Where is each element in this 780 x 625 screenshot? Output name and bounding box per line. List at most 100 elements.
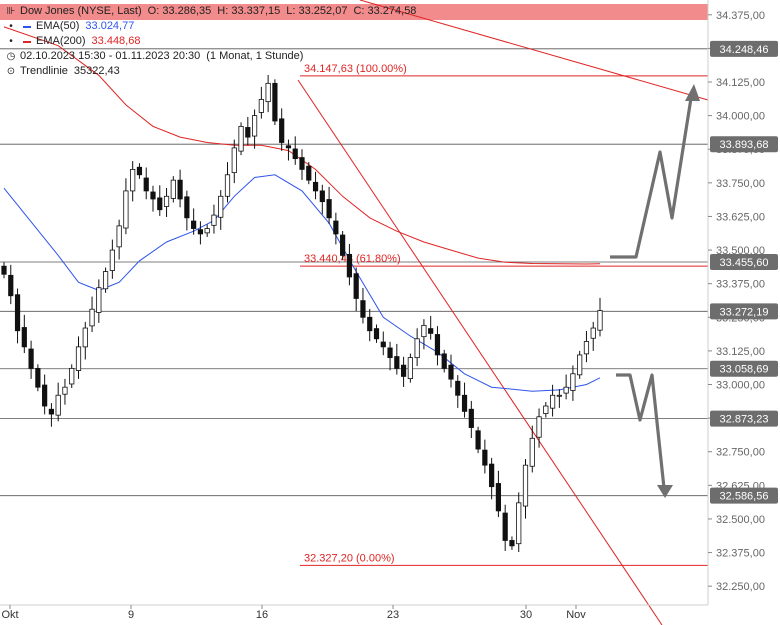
- candle-body: [400, 364, 407, 377]
- candle-body: [224, 174, 231, 197]
- candle-body: [109, 249, 115, 271]
- bull-scenario-arrow: [610, 91, 694, 259]
- close-value: C: 33.274,58: [353, 5, 417, 17]
- trendline-value: 35322,43: [73, 65, 120, 77]
- candle-body: [502, 512, 508, 541]
- x-tick-label: 23: [387, 609, 399, 621]
- candle-body: [265, 82, 271, 103]
- fibonacci-levels: 34.147,63 (100.00%) 33.440,43 (61.80%) 32.…: [300, 63, 708, 566]
- candle-body: [509, 540, 515, 547]
- candle-body: [69, 367, 75, 385]
- candle-body: [123, 190, 129, 229]
- candle-body: [468, 408, 474, 428]
- bar-chart-icon: ⊪: [6, 6, 16, 17]
- candle-body: [163, 195, 170, 207]
- candle-body: [428, 328, 434, 334]
- candle-body: [482, 449, 488, 466]
- candle-body: [577, 354, 583, 376]
- ema200-swatch: [23, 40, 31, 43]
- candle-body: [597, 310, 603, 331]
- scenario-arrows: [610, 84, 700, 498]
- candle-body: [556, 394, 562, 397]
- candle-body: [170, 179, 176, 199]
- price-axis: 34.375,0034.250,0034.125,0034.000,0033.8…: [707, 0, 778, 605]
- period-text: (1 Monat, 1 Stunde): [206, 50, 304, 62]
- candle-body: [461, 394, 468, 412]
- candle-body: [353, 273, 359, 299]
- ema-lines: [3, 26, 601, 392]
- price-level-badge: [710, 40, 778, 57]
- ema50-line: [3, 174, 601, 392]
- y-tick-label: 33.750,00: [716, 178, 765, 190]
- candle-body: [414, 338, 420, 359]
- ema50-row: • EMA(50) 33.024,77: [4, 19, 416, 34]
- candle-body: [421, 324, 427, 338]
- candle-body: [218, 195, 224, 218]
- candle-body: [251, 115, 258, 137]
- candle-body: [529, 437, 535, 467]
- y-tick-label: 33.500,00: [716, 245, 765, 257]
- fib-level-label: 32.327,20 (0.00%): [304, 552, 395, 564]
- trendlines: [297, 0, 709, 625]
- dot-icon: •: [9, 36, 13, 47]
- candle-body: [55, 394, 61, 416]
- y-tick-label: 34.000,00: [716, 111, 765, 123]
- bear-scenario-arrow: [616, 373, 666, 489]
- trend-row: ⊙ Trendlinie 35322,43: [4, 64, 416, 79]
- ema50-value: 33.024,77: [85, 20, 135, 32]
- price-level-badge: [710, 410, 778, 427]
- candle-body: [89, 308, 95, 327]
- candle-body: [306, 165, 312, 181]
- candle-body: [96, 287, 102, 313]
- candle-body: [333, 220, 339, 235]
- target-icon: ⊙: [6, 66, 16, 77]
- candle-body: [177, 179, 183, 200]
- candle-body: [536, 416, 542, 438]
- y-tick-label: 32.500,00: [716, 514, 765, 526]
- price-level-badge: [710, 360, 778, 377]
- price-level-label: 33.058,69: [720, 364, 769, 376]
- y-tick-label: 32.375,00: [716, 548, 765, 560]
- candle-body: [82, 327, 88, 348]
- trendline-label: Trendlinie: [20, 65, 68, 77]
- y-tick-label: 33.375,00: [716, 279, 765, 291]
- candle-body: [407, 357, 413, 379]
- price-level-badge: [710, 136, 778, 153]
- ema200-value: 33.448,68: [91, 35, 141, 47]
- candle-body: [211, 214, 217, 226]
- candle-body: [75, 346, 82, 371]
- candle-body: [360, 300, 366, 318]
- candle-body: [184, 196, 190, 219]
- clock-icon: ◷: [6, 51, 16, 62]
- range-row: ◷ 02.10.2023 15:30 - 01.11.2023 20:30 (1…: [4, 49, 416, 64]
- low-value: L: 33.252,07: [286, 5, 348, 17]
- candle-body: [346, 253, 353, 278]
- candle-body: [455, 380, 461, 396]
- candle-body: [367, 316, 373, 332]
- candle-body: [448, 364, 454, 380]
- ema200-line: [3, 26, 601, 265]
- price-level-badge: [710, 487, 778, 504]
- candle-body: [245, 127, 251, 138]
- candle-body: [292, 148, 298, 160]
- price-level-label: 32.586,56: [720, 491, 769, 503]
- candle-body: [62, 386, 68, 395]
- ema200-label: EMA(200): [36, 35, 86, 47]
- y-tick-label: 34.125,00: [716, 77, 765, 89]
- y-tick-label: 34.375,00: [716, 10, 765, 22]
- candle-body: [231, 147, 237, 174]
- long-trendline: [359, 0, 709, 101]
- candle-body: [157, 197, 163, 211]
- candle-body: [516, 502, 522, 545]
- price-level-label: 33.893,68: [720, 139, 769, 151]
- ema50-label: EMA(50): [36, 20, 80, 32]
- candle-body: [42, 384, 48, 407]
- candle-body: [441, 353, 447, 369]
- chart-legend: ⊪ Dow Jones (NYSE, Last) O: 33.286,35 H:…: [4, 4, 417, 79]
- candle-body: [495, 483, 502, 512]
- candle-body: [272, 82, 278, 122]
- candle-body: [238, 125, 244, 152]
- candle-body: [394, 356, 400, 369]
- candle-body: [279, 118, 285, 143]
